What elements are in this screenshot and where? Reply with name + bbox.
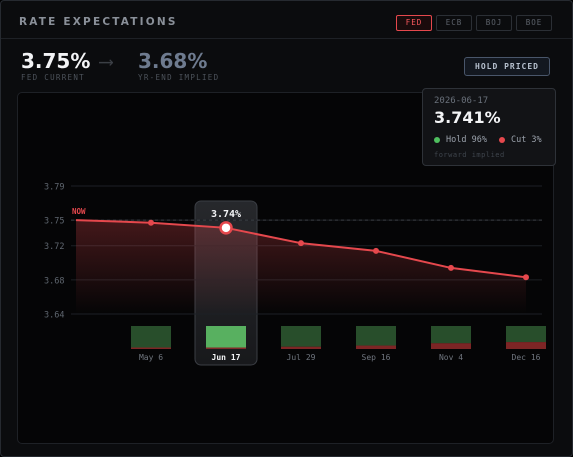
tooltip-probabilities: Hold 96% Cut 3%: [434, 135, 542, 145]
selected-meeting-point[interactable]: [219, 221, 233, 235]
fed-current-value: 3.75%: [21, 49, 91, 73]
meeting-date-label: Nov 4: [439, 353, 463, 362]
meeting-date-label: Jun 17: [212, 353, 241, 362]
cut-dot-icon: [498, 137, 505, 143]
meeting-point[interactable]: [523, 274, 529, 281]
meeting-date-label: Dec 16: [512, 353, 541, 362]
meeting-point[interactable]: [448, 264, 454, 271]
selected-rate-label: 3.74%: [211, 209, 241, 220]
meeting-date-label: Jul 29: [287, 353, 316, 362]
tab-boj[interactable]: BOJ: [476, 15, 512, 31]
panel-title: RATE EXPECTATIONS: [19, 16, 178, 28]
tooltip-cut: Cut 3%: [510, 135, 542, 145]
tooltip-hold: Hold 96%: [446, 135, 487, 145]
cut-probability-bar[interactable]: [206, 347, 246, 350]
central-bank-tabs: FED ECB BOJ BOE: [396, 15, 552, 31]
fed-current-label: FED CURRENT: [21, 73, 85, 82]
tab-fed[interactable]: FED: [396, 15, 432, 31]
now-label: NOW: [72, 207, 86, 216]
meeting-point[interactable]: [148, 219, 154, 226]
tooltip-date: 2026-06-17: [434, 96, 489, 106]
tab-boe[interactable]: BOE: [516, 15, 552, 31]
hold-probability-bar[interactable]: [356, 326, 396, 346]
y-tick-label: 3.68: [44, 276, 64, 286]
hold-probability-bar[interactable]: [131, 326, 171, 348]
cut-probability-bar[interactable]: [356, 345, 396, 349]
cut-probability-bar[interactable]: [506, 342, 546, 349]
yr-end-implied-value: 3.68%: [138, 49, 208, 73]
hold-priced-button[interactable]: HOLD PRICED: [464, 57, 550, 76]
y-tick-label: 3.75: [44, 217, 64, 227]
meeting-point[interactable]: [373, 247, 379, 254]
forecast-tooltip: 2026-06-17 3.741% Hold 96% Cut 3% forwar…: [422, 88, 556, 166]
hold-dot-icon: [434, 137, 440, 143]
yr-end-implied-label: YR-END IMPLIED: [138, 73, 220, 82]
hold-probability-bar[interactable]: [506, 326, 546, 343]
arrow-right-icon: ⟶: [100, 49, 113, 73]
rate-path-area: [76, 220, 526, 314]
tab-ecb[interactable]: ECB: [436, 15, 472, 31]
cut-probability-bar[interactable]: [431, 343, 471, 349]
panel-header: RATE EXPECTATIONS FED ECB BOJ BOE: [1, 1, 572, 39]
meeting-date-label: May 6: [139, 353, 163, 362]
hold-probability-bar[interactable]: [281, 326, 321, 347]
hold-probability-bar[interactable]: [431, 326, 471, 344]
tooltip-note: forward implied: [434, 151, 505, 159]
cut-probability-bar[interactable]: [281, 346, 321, 349]
meeting-date-label: Sep 16: [362, 353, 391, 362]
hold-probability-bar[interactable]: [206, 326, 246, 348]
y-tick-label: 3.79: [44, 183, 64, 193]
y-tick-label: 3.64: [44, 311, 64, 321]
cut-probability-bar[interactable]: [131, 347, 171, 350]
meeting-point[interactable]: [298, 240, 304, 247]
y-tick-label: 3.72: [44, 242, 64, 252]
tooltip-rate: 3.741%: [434, 108, 501, 127]
